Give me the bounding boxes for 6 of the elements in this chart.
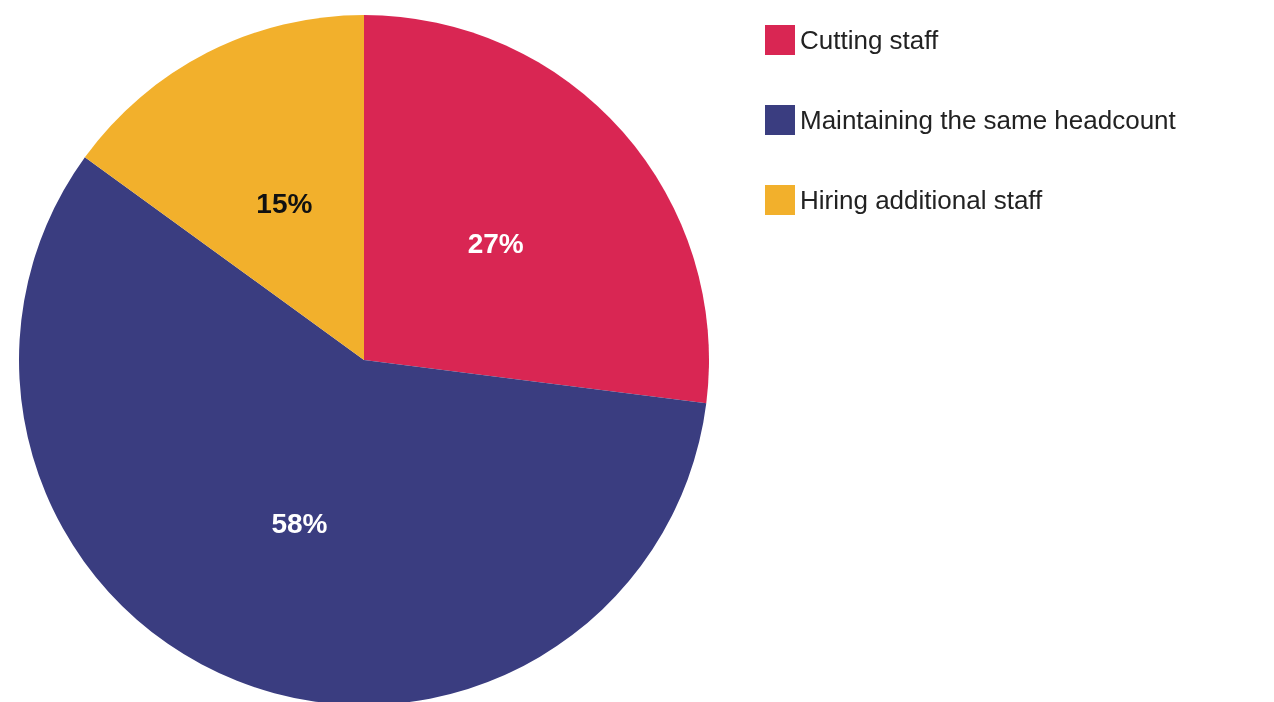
legend-label: Maintaining the same headcount — [800, 105, 1177, 135]
data-label: 15% — [256, 188, 313, 220]
legend-label: Cutting staff — [800, 25, 940, 55]
data-label: 27% — [467, 228, 524, 260]
data-label: 58% — [271, 507, 328, 539]
legend-label: Hiring additional staff — [800, 185, 1044, 215]
